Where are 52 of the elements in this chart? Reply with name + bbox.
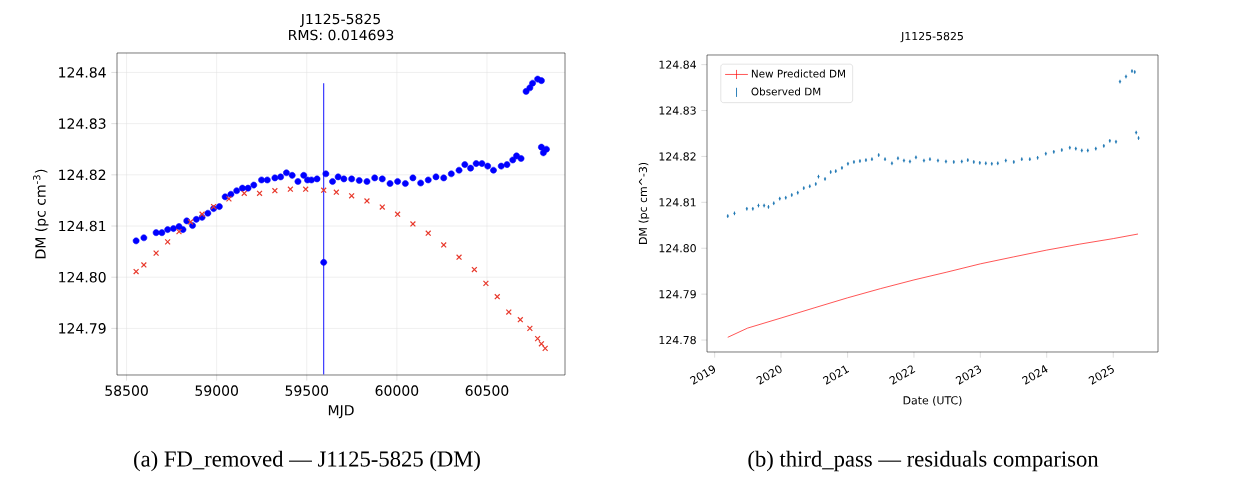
chart-subtitle: RMS: 0.014693 [289,29,394,41]
point [287,186,294,193]
point [348,192,355,199]
y-tick-label: 124.84 [59,67,106,78]
x-tick-label: 60000 [375,385,419,396]
x-tick-label: 59500 [285,385,329,396]
y-axis-title: DM (pc cm^-3) [638,162,650,244]
y-tick-label: 124.80 [659,244,696,253]
x-axis-title: MJD [328,405,354,419]
point [494,293,501,300]
point [394,211,401,218]
point [133,268,140,275]
y-tick-label: 124.79 [59,323,106,334]
y-tick-label: 124.83 [59,118,106,129]
point [471,266,478,273]
y-tick-label: 124.78 [659,335,696,345]
point [505,308,512,316]
y-tick-label: 124.81 [659,198,696,207]
legend-label: Observed DM [751,87,821,96]
y-tick-label: 124.80 [59,271,106,283]
legend-label: New Predicted DM [751,69,845,78]
point [456,254,463,261]
point [538,340,545,347]
x-tick-label: 60500 [465,385,509,396]
y-tick-label: 124.84 [659,60,696,69]
y-tick-label: 124.79 [659,290,696,299]
x-tick-label: 59000 [195,385,238,396]
line-series [727,233,1139,338]
point [333,189,340,196]
point [440,241,447,249]
y-tick-label: 124.81 [59,220,106,232]
point [187,218,194,225]
y-axis-title: DM (pc cm$^{-3}$) [32,169,49,259]
point [320,187,327,194]
point [271,187,278,194]
chart-title: J1125-5825 [900,31,963,43]
y-tick-label: 124.82 [659,152,696,161]
y-tick-label: 124.82 [59,169,106,181]
x-tick-label: 58500 [105,385,148,396]
point [164,238,171,245]
y-tick-label: 124.83 [659,106,696,115]
point [256,190,263,197]
point [302,186,309,193]
text: (a) FD_removed — J1125-5825 (DM) [134,450,480,472]
point [379,204,386,211]
chart-title: J1125-5825 [300,13,380,27]
point [526,325,533,332]
text: (b) third_pass — residuals comparison [748,450,1099,472]
point [175,228,183,235]
x-axis-title: Date (UTC) [903,395,962,406]
point [482,280,489,287]
point [542,345,549,352]
